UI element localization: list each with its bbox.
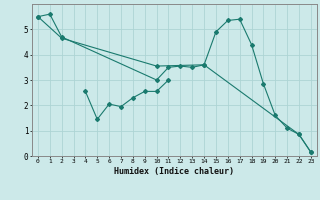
X-axis label: Humidex (Indice chaleur): Humidex (Indice chaleur) <box>115 167 234 176</box>
